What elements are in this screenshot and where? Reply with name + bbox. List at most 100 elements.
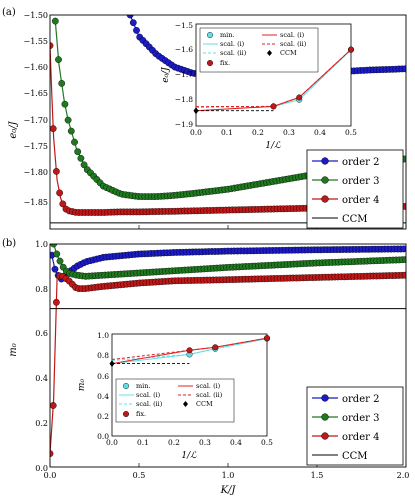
- data-point: [126, 15, 134, 19]
- fit-scal-ii-cyan: [111, 338, 268, 361]
- inset-ytick: 0.2: [97, 412, 109, 421]
- inset-legend-scal-ii-cyan: scal. (ii): [136, 400, 163, 408]
- legend-label-order4: order 4: [342, 195, 379, 206]
- inset-xtick: 0.5: [345, 128, 357, 137]
- inset-legend-fix: fix.: [220, 59, 230, 67]
- panel-b-label: (b): [2, 238, 16, 249]
- data-point: [50, 244, 57, 248]
- panel-a-frame: [49, 14, 407, 230]
- data-point: [53, 167, 60, 175]
- xtick-label: 2.0: [397, 471, 410, 480]
- ytick-label: 0.6: [35, 329, 48, 338]
- inset-legend-ccm: CCM: [196, 400, 213, 408]
- ytick-label: −1.50: [23, 11, 48, 20]
- data-point: [51, 17, 59, 25]
- data-point: [55, 56, 62, 63]
- data-point: [56, 189, 64, 197]
- panel-b-ylabel: m₀: [8, 343, 19, 357]
- ytick-label: −1.80: [23, 168, 48, 177]
- inset-a-legend: min. scal. (i) scal. (ii) fix. scal. (i)…: [199, 27, 319, 73]
- inset-b-ylabel: m₀: [77, 379, 87, 392]
- panel-a-yticks: −1.50 −1.55 −1.60 −1.65 −1.70 −1.75 −1.8…: [23, 11, 48, 207]
- xtick-label: 1.0: [222, 471, 235, 480]
- fix-point: [212, 344, 219, 351]
- panel-a: (a) e₀/J −1.50 −1.55 −1.60 −1.65 −1.70 −…: [2, 7, 407, 230]
- inset-legend-min: min.: [220, 31, 235, 39]
- legend-label-order3: order 3: [342, 176, 379, 187]
- inset-xtick: 0.1: [137, 438, 149, 447]
- ytick-label: 0.4: [35, 374, 48, 383]
- inset-legend-scal-i-cyan: scal. (i): [136, 391, 161, 399]
- ytick-label: 1.0: [35, 240, 48, 249]
- data-point: [50, 42, 54, 49]
- fix-point: [270, 103, 277, 110]
- legend-label-order4: order 4: [342, 432, 379, 443]
- inset-legend-min: min.: [136, 382, 151, 390]
- inset-ytick: −1.6: [175, 45, 193, 54]
- panel-a-label: (a): [2, 7, 16, 18]
- inset-ytick: −1.8: [175, 95, 193, 104]
- data-point: [401, 271, 406, 279]
- data-point: [133, 26, 140, 34]
- data-point: [71, 138, 78, 146]
- data-point: [51, 265, 59, 273]
- panel-b-frame: [49, 243, 407, 468]
- fix-point: [296, 94, 303, 101]
- fix-point: [264, 335, 271, 342]
- data-point: [74, 148, 82, 156]
- data-point: [58, 80, 66, 87]
- ytick-label: −1.85: [23, 198, 48, 207]
- panel-b-yticks: 1.0 0.8 0.6 0.4 0.2 0.0: [35, 240, 48, 473]
- panel-b-inset: m₀ 1.0 0.8 0.6 0.4 0.2 0.0 0.0 0.1 0.2 0…: [77, 331, 273, 461]
- inset-legend-scal-i-red: scal. (i): [196, 382, 221, 390]
- legend-marker-order4: [321, 432, 329, 440]
- inset-xtick: 0.2: [252, 128, 264, 137]
- inset-legend-scal-i-red: scal. (i): [280, 31, 305, 39]
- data-point: [61, 100, 69, 108]
- ytick-label: 0.8: [35, 285, 48, 294]
- inset-ytick: −1.7: [175, 70, 193, 79]
- ytick-label: −1.60: [23, 63, 48, 72]
- inset-legend-marker-min: [122, 383, 129, 390]
- legend-marker-order3: [321, 176, 329, 184]
- data-point: [401, 65, 406, 73]
- fit-scal-ii-cyan: [195, 49, 352, 109]
- ytick-label: −1.55: [23, 37, 48, 46]
- panel-a-inset: e₀/J −1.5 −1.6 −1.7 −1.8 −1.9 0.0 0.1 0.…: [161, 21, 357, 151]
- fit-scal-ii-red: [111, 337, 268, 360]
- inset-xtick: 0.4: [314, 128, 326, 137]
- data-point: [80, 161, 88, 169]
- panel-b-xlabel: K/J: [220, 485, 237, 496]
- inset-xtick: 0.1: [221, 128, 233, 137]
- inset-legend-scal-i-cyan: scal. (i): [220, 40, 245, 48]
- panel-a-legend: order 2 order 3 order 4 CCM: [306, 149, 404, 229]
- ytick-label: −1.75: [23, 142, 48, 151]
- panel-b: (b) m₀ 1.0 0.8 0.6 0.4 0.2 0.0 0.0 0.5 1…: [2, 238, 409, 496]
- data-point: [50, 450, 54, 457]
- legend-marker-order3: [321, 413, 329, 421]
- data-point: [129, 19, 137, 27]
- inset-xtick: 0.5: [261, 438, 273, 447]
- inset-a-ylabel: e₀/J: [161, 66, 171, 83]
- panel-a-ylabel: e₀/J: [8, 120, 19, 138]
- inset-ytick: −1.5: [175, 21, 193, 30]
- inset-legend-scal-ii-red: scal. (ii): [196, 391, 223, 399]
- legend-label-ccm: CCM: [342, 451, 368, 462]
- legend-marker-order2: [321, 157, 329, 165]
- data-point: [77, 154, 85, 162]
- inset-legend-fix: fix.: [136, 410, 146, 418]
- inset-ytick: 0.4: [97, 392, 109, 401]
- legend-marker-order4: [321, 195, 329, 203]
- data-point: [59, 200, 67, 208]
- inset-ytick: 0.8: [97, 351, 109, 360]
- inset-ytick: −1.9: [175, 120, 193, 129]
- panel-b-xticks: 0.0 0.5 1.0 1.5 2.0: [44, 471, 410, 480]
- fix-point: [186, 347, 193, 354]
- inset-ytick: 0.6: [97, 372, 109, 381]
- inset-ytick: 0.0: [97, 432, 109, 441]
- ytick-label: 0.0: [35, 464, 48, 473]
- ytick-label: 0.2: [35, 419, 48, 428]
- ytick-label: −1.70: [23, 116, 48, 125]
- legend-label-order3: order 3: [342, 413, 379, 424]
- inset-legend-marker-fix: [206, 60, 213, 67]
